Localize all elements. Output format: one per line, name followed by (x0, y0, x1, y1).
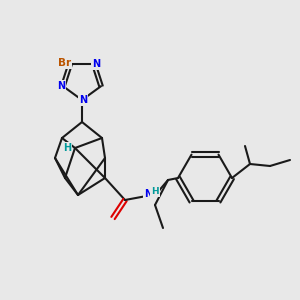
Text: N: N (57, 81, 65, 91)
Text: N: N (92, 59, 100, 69)
Text: N: N (144, 189, 152, 199)
Text: H: H (151, 188, 159, 196)
Text: N: N (79, 95, 87, 105)
Text: H: H (63, 143, 71, 153)
Text: Br: Br (58, 58, 71, 68)
